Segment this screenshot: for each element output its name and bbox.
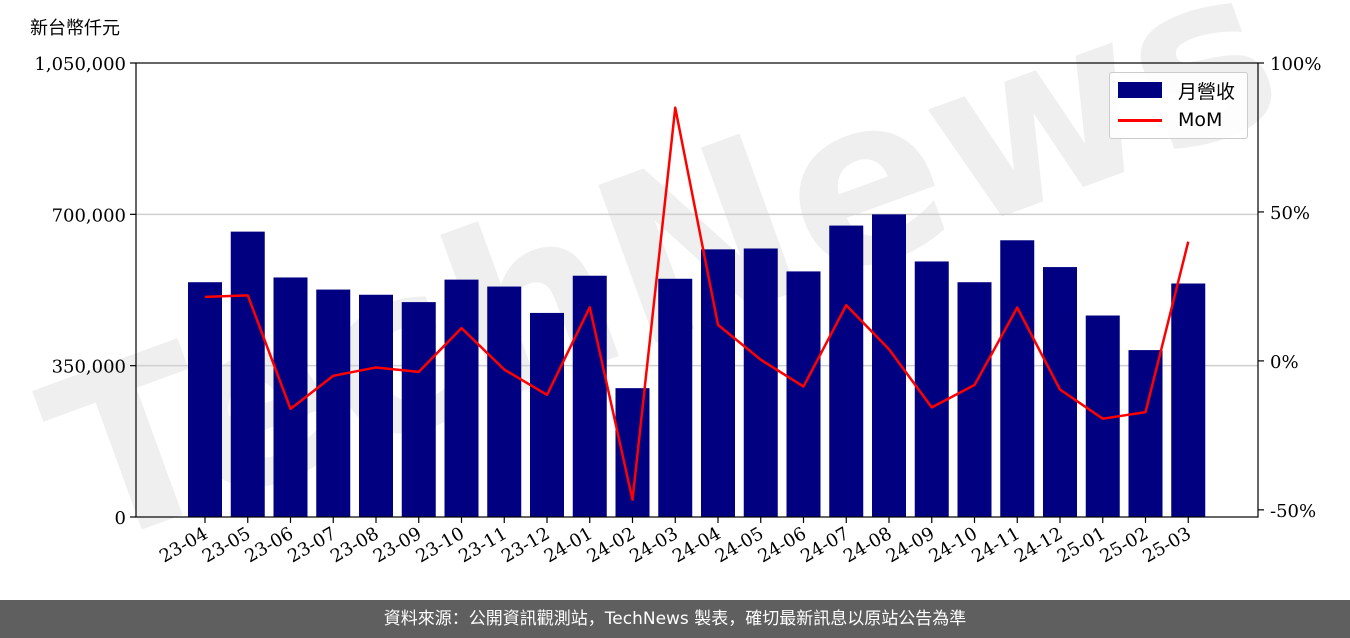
- x-tick-label: 24-10: [926, 523, 981, 567]
- x-tick-label: 24-08: [840, 523, 895, 567]
- revenue-bar: [401, 302, 436, 517]
- revenue-bar: [1000, 240, 1035, 517]
- left-axis-ticks: 0 350,000 700,000 1,050,000: [34, 54, 136, 529]
- x-tick-label: 24-04: [669, 523, 724, 567]
- revenue-bar: [530, 312, 564, 517]
- x-tick-label: 24-01: [541, 523, 596, 567]
- x-tick-label: 23-11: [455, 523, 510, 567]
- x-tick-label: 24-06: [755, 523, 810, 567]
- x-tick-label: 24-03: [626, 523, 681, 567]
- legend-swatch-revenue: [1118, 82, 1162, 98]
- revenue-bar: [1171, 283, 1206, 517]
- plot-frame: [135, 62, 1259, 518]
- x-tick-label: 23-08: [327, 523, 382, 567]
- revenue-bar: [230, 231, 265, 517]
- right-tick-label: 100%: [1270, 54, 1321, 75]
- revenue-bar: [359, 294, 393, 517]
- left-tick-label: 350,000: [52, 357, 126, 378]
- legend-label-mom: MoM: [1178, 109, 1223, 131]
- x-tick-label: 24-05: [712, 523, 767, 567]
- revenue-bar: [444, 279, 479, 517]
- x-tick-label: 24-07: [797, 523, 852, 567]
- right-tick-label: -50%: [1270, 501, 1316, 522]
- legend-label-revenue: 月營收: [1178, 80, 1236, 103]
- revenue-bar: [1128, 350, 1163, 517]
- x-tick-label: 25-02: [1097, 523, 1152, 567]
- legend-swatch-mom: [1118, 118, 1162, 122]
- left-tick-label: 700,000: [52, 205, 126, 226]
- revenue-bars: [188, 214, 1206, 518]
- mom-line: [204, 106, 1190, 501]
- legend: 月營收 MoM: [1109, 72, 1248, 139]
- x-tick-label: 24-02: [584, 523, 639, 567]
- legend-item-revenue: 月營收: [1118, 76, 1235, 104]
- x-tick-label: 25-03: [1139, 523, 1194, 567]
- x-tick-label: 25-01: [1054, 523, 1109, 567]
- y-axis-unit-label: 新台幣仟元: [30, 18, 120, 39]
- revenue-bar: [487, 286, 522, 517]
- right-axis-ticks: -50% 0% 50% 100%: [1258, 54, 1321, 522]
- revenue-bar: [786, 271, 821, 517]
- right-tick-label: 0%: [1270, 352, 1299, 373]
- left-tick-label: 0: [115, 508, 126, 529]
- revenue-bar: [316, 289, 351, 517]
- revenue-bar: [572, 275, 607, 517]
- revenue-bar: [658, 278, 693, 517]
- revenue-bar: [701, 249, 735, 517]
- x-tick-label: 24-09: [883, 523, 938, 567]
- source-footer: 資料來源：公開資訊觀測站，TechNews 製表，確切最新訊息以原站公告為準: [0, 600, 1350, 638]
- revenue-bar: [829, 225, 864, 517]
- right-tick-label: 50%: [1270, 203, 1310, 224]
- x-tick-label: 23-09: [370, 523, 425, 567]
- x-tick-label: 23-12: [498, 523, 553, 567]
- legend-item-mom: MoM: [1118, 106, 1222, 134]
- revenue-bar: [743, 248, 778, 517]
- revenue-bar: [957, 282, 992, 517]
- x-tick-label: 24-12: [1011, 523, 1066, 567]
- revenue-bar: [1043, 267, 1077, 517]
- revenue-bar: [914, 261, 949, 517]
- revenue-bar: [188, 282, 222, 517]
- left-tick-label: 1,050,000: [34, 54, 126, 75]
- revenue-bar: [273, 277, 308, 517]
- x-tick-label: 23-10: [413, 523, 468, 567]
- x-tick-label: 24-11: [968, 523, 1023, 567]
